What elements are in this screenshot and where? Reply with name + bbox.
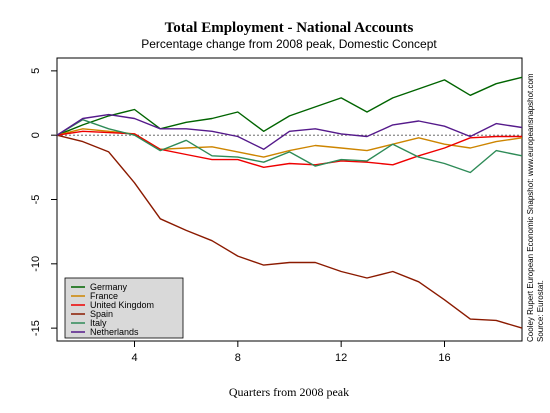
series-line-italy: [56, 118, 523, 174]
y-tick-label: -5: [30, 195, 42, 205]
attribution-note: Cooley Rupert European Economic Snapshot…: [526, 73, 535, 342]
series-line-spain: [56, 134, 523, 329]
legend-label-spain: Spain: [90, 309, 113, 319]
x-tick-label: 12: [335, 352, 347, 364]
legend-label-italy: Italy: [90, 318, 107, 328]
legend-label-united-kingdom: United Kingdom: [90, 300, 154, 310]
series-line-germany: [56, 76, 523, 136]
legend-label-netherlands: Netherlands: [90, 327, 139, 337]
chart-subtitle: Percentage change from 2008 peak, Domest…: [141, 37, 437, 51]
y-tick-label: -10: [30, 256, 42, 272]
x-tick-label: 16: [438, 352, 450, 364]
series-layer: [56, 76, 523, 329]
chart-title: Total Employment - National Accounts: [165, 20, 414, 36]
legend-label-france: France: [90, 291, 118, 301]
series-line-netherlands: [56, 113, 523, 151]
x-tick-label: 4: [131, 352, 137, 364]
x-axis: 4 8 12 16: [131, 341, 451, 364]
y-tick-label: 0: [30, 132, 42, 138]
y-tick-label: 5: [30, 68, 42, 74]
series-line-united-kingdom: [56, 130, 522, 169]
source-note: Source: Eurostat.: [536, 280, 545, 342]
x-tick-label: 8: [235, 352, 241, 364]
legend-box: [64, 277, 184, 339]
y-tick-label: -15: [30, 320, 42, 336]
y-axis: 5 0 -5 -10 -15: [30, 68, 57, 336]
x-axis-label: Quarters from 2008 peak: [229, 385, 349, 399]
legend-label-germany: Germany: [90, 282, 128, 292]
